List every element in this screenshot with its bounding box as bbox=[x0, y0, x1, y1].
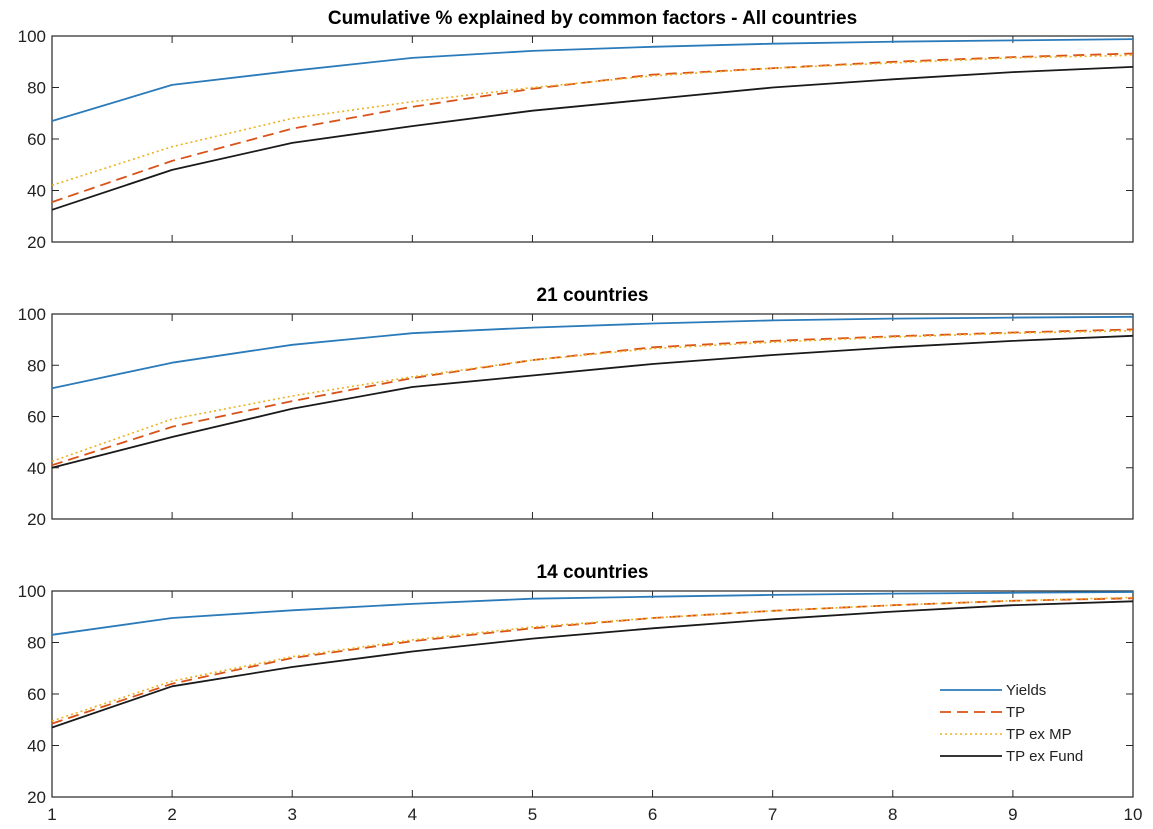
legend: Yields TP TP ex MP TP ex Fund bbox=[940, 682, 1083, 765]
series-line-tp bbox=[51, 328, 1134, 467]
chart-panel-21-countries: 21 countries 20 40 60 80 100 bbox=[18, 285, 1134, 529]
y-tick-label: 100 bbox=[18, 27, 46, 46]
y-tick-label: 20 bbox=[27, 510, 46, 529]
plot-area-frame bbox=[51, 313, 1134, 520]
series-line-tp-ex-mp bbox=[51, 596, 1134, 722]
plot-area-frame bbox=[51, 35, 1134, 243]
x-tick-label: 9 bbox=[1008, 805, 1017, 824]
x-tick-label: 10 bbox=[1124, 805, 1143, 824]
x-tick-label: 8 bbox=[888, 805, 897, 824]
series-line-yields bbox=[51, 591, 1134, 636]
x-tick-label: 5 bbox=[528, 805, 537, 824]
legend-item-tp-ex-fund: TP ex Fund bbox=[940, 748, 1083, 765]
x-tick-label: 1 bbox=[47, 805, 56, 824]
series-line-tp-ex-fund bbox=[51, 600, 1134, 729]
legend-item-tp: TP bbox=[940, 704, 1025, 721]
legend-item-tp-ex-mp: TP ex MP bbox=[940, 726, 1072, 743]
legend-label: Yields bbox=[1006, 682, 1046, 699]
series-line-yields bbox=[51, 38, 1134, 122]
legend-label: TP ex Fund bbox=[1006, 748, 1083, 765]
y-tick-label: 60 bbox=[27, 408, 46, 427]
chart-panel-all-countries: Cumulative % explained by common factors… bbox=[18, 8, 1134, 252]
y-tick-label: 80 bbox=[27, 79, 46, 98]
y-tick-label: 60 bbox=[27, 685, 46, 704]
y-tick-label: 80 bbox=[27, 356, 46, 375]
x-tick-label: 6 bbox=[648, 805, 657, 824]
x-tick-label: 3 bbox=[287, 805, 296, 824]
series-line-tp-ex-fund bbox=[51, 66, 1134, 211]
series-line-tp-ex-fund bbox=[51, 334, 1134, 469]
y-tick-label: 100 bbox=[18, 582, 46, 601]
x-tick-label: 2 bbox=[167, 805, 176, 824]
legend-item-yields: Yields bbox=[940, 682, 1046, 699]
y-tick-label: 40 bbox=[27, 737, 46, 756]
y-tick-label: 100 bbox=[18, 305, 46, 324]
y-tick-label: 80 bbox=[27, 634, 46, 653]
chart-title: Cumulative % explained by common factors… bbox=[328, 8, 857, 29]
y-tick-label: 20 bbox=[27, 788, 46, 807]
legend-label: TP bbox=[1006, 704, 1025, 721]
x-tick-label: 7 bbox=[768, 805, 777, 824]
chart-panel-14-countries: 14 countries 20 40 60 80 100 1 2 3 4 5 6 7 8 9 10 Yields… bbox=[18, 562, 1143, 824]
legend-label: TP ex MP bbox=[1006, 726, 1072, 743]
y-tick-label: 20 bbox=[27, 233, 46, 252]
y-tick-label: 40 bbox=[27, 459, 46, 478]
y-tick-label: 40 bbox=[27, 182, 46, 201]
series-line-yields bbox=[51, 315, 1134, 390]
y-tick-label: 60 bbox=[27, 130, 46, 149]
chart-title: 14 countries bbox=[537, 562, 649, 583]
x-tick-label: 4 bbox=[408, 805, 417, 824]
chart-title: 21 countries bbox=[537, 285, 649, 306]
series-line-tp bbox=[51, 52, 1134, 203]
